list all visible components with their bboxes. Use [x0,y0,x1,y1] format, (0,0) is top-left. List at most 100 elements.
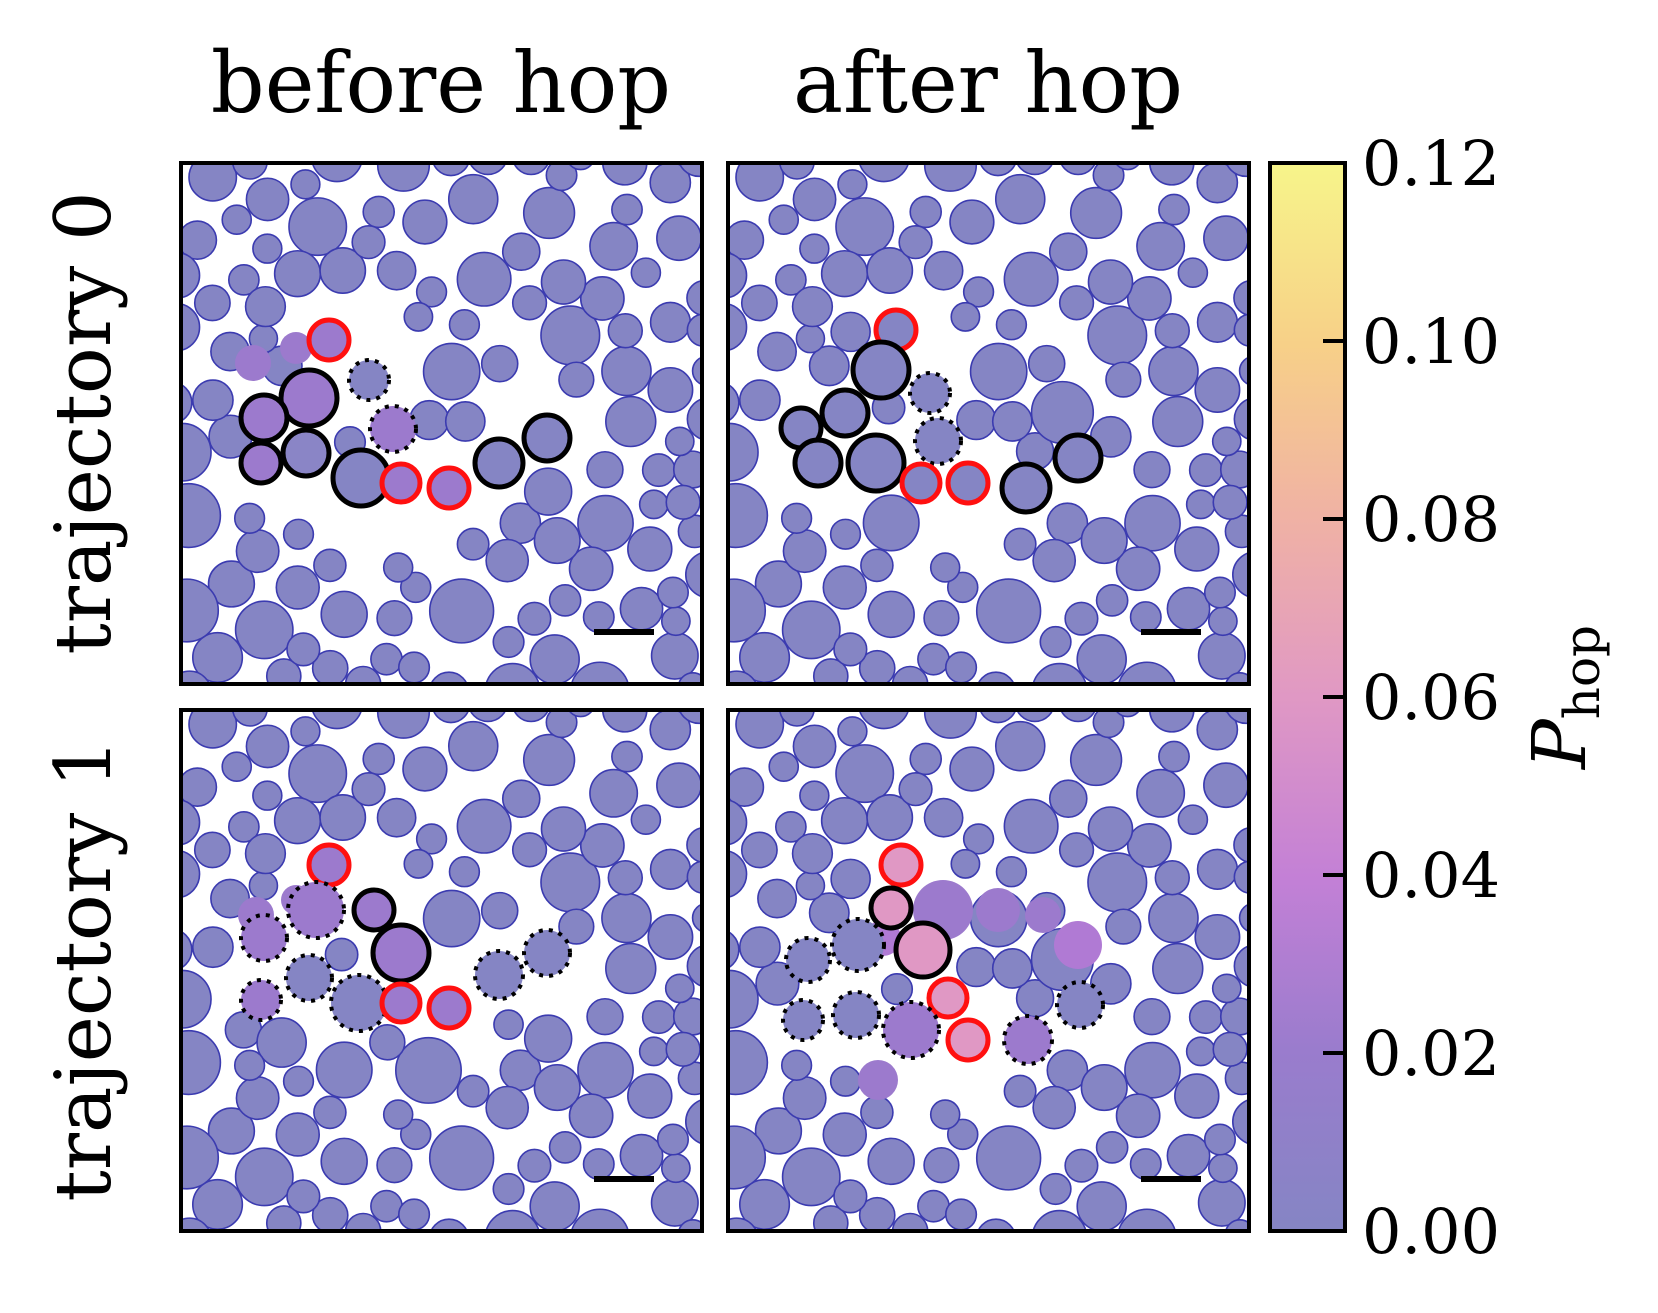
particle [799,233,830,264]
particle [946,1118,979,1151]
particle [829,518,862,550]
particle [511,832,548,868]
particle [665,1031,701,1067]
particle [376,163,431,192]
particle [866,793,914,841]
particle [1058,832,1095,868]
particle [956,946,997,988]
particle-highlight-black [893,920,953,980]
colorbar-ticks: 0.00 0.02 0.04 0.06 0.08 0.10 0.12 [1323,127,1500,1268]
particle [754,560,803,608]
particle [858,649,896,684]
particle [1114,710,1141,718]
particle [860,1095,894,1130]
particle-highlight-red [878,842,924,888]
particle [181,930,193,969]
particle [252,233,283,264]
particle-elevated [280,332,312,364]
particle [288,197,348,257]
particle [979,710,1017,724]
particle [686,860,702,894]
particle [781,1147,841,1207]
particle [548,1131,582,1164]
particle [1069,186,1123,240]
particle [492,1172,525,1206]
particle [664,973,695,1004]
particle [728,1125,767,1190]
particle [754,1107,803,1155]
particle-highlight-dotted [1002,1014,1054,1066]
particle [1032,1085,1077,1130]
particle-highlight-dotted [881,1000,941,1060]
particle-highlight-black [792,437,844,489]
particle [755,961,800,1006]
particle [522,186,576,240]
particle [627,1073,673,1119]
particle [485,538,530,583]
particle [780,1049,813,1081]
particle [1136,768,1186,818]
particle [735,710,785,749]
particle [601,345,652,397]
particle [774,810,807,843]
particle [545,163,578,192]
particle [376,710,431,739]
panel-frame [179,708,704,1233]
particle [1095,584,1129,617]
particle [1233,313,1249,347]
particle [311,1196,349,1231]
particle-highlight-black [370,922,432,984]
particle [601,163,648,186]
panel-frame [726,708,1251,1233]
particle [570,661,630,684]
particle [898,224,933,260]
particle-highlight-dotted [784,936,832,984]
particle [977,1218,1015,1231]
particle [376,599,413,637]
particle [1048,779,1088,819]
particle [677,671,702,684]
particle [678,163,702,178]
particle [779,163,815,180]
particle-highlight-red [426,465,472,511]
particle [448,855,481,888]
particle [1048,232,1088,272]
particle [929,552,961,583]
particle [944,1198,978,1231]
particle [792,177,837,222]
particle [677,1061,702,1096]
particle [1092,710,1125,739]
particle [221,204,253,236]
particle [265,1205,302,1231]
particle [480,344,519,383]
particle [995,308,1028,341]
particle [829,1065,862,1097]
particle [1152,395,1204,448]
particle [665,484,701,520]
particle [1148,345,1199,397]
particle [1016,163,1054,176]
particle [533,1063,581,1112]
particle [456,798,512,854]
particle [256,1017,307,1068]
colorbar-label-main: P [1517,718,1603,771]
particle [422,342,481,401]
particle [558,908,595,945]
particle [1129,1148,1162,1181]
particle [1225,710,1249,725]
particle [1136,221,1186,271]
particle [858,163,910,183]
particle [1124,1041,1181,1099]
particle [768,751,800,783]
particle [1196,163,1239,204]
particle-highlight-black [1052,432,1104,484]
particle [1196,848,1239,890]
particle [728,303,748,352]
particle [282,518,315,550]
particle [1203,576,1236,609]
particle [513,163,550,176]
particle [1080,516,1128,565]
particle [286,1179,321,1214]
particle [399,571,432,604]
particle [432,163,470,177]
